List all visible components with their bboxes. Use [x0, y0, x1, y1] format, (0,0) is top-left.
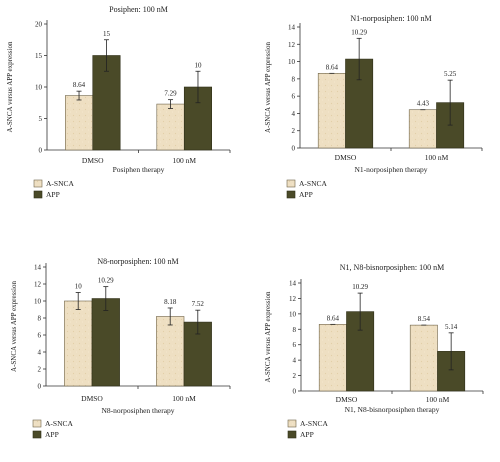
data-label: 7.52	[192, 300, 205, 308]
data-label: 10.29	[352, 283, 368, 291]
y-tick-label: 0	[39, 147, 43, 155]
chart-panel-1: Posiphen: 100 nM 0 5 10 15 20 A-SNCA versus AP…	[6, 5, 231, 199]
chart-panel-2: N1-norposiphen: 100 nM 0 2 4 6 8 10 12 14 A-SNCA …	[264, 14, 483, 199]
legend-label-a-snca: A-SNCA	[300, 419, 329, 428]
legend-swatch-a-snca	[33, 179, 43, 188]
y-tick-label: 8	[293, 326, 297, 334]
bar-a-snca-dmso	[65, 95, 94, 151]
legend-swatch-a-snca	[287, 419, 297, 428]
data-label: 5.25	[444, 70, 457, 78]
y-tick-label: 5	[39, 115, 43, 123]
y-tick-label: 4	[38, 349, 42, 357]
x-category-label: DMSO	[81, 394, 103, 403]
legend-swatch-a-snca	[32, 419, 42, 428]
y-tick-label: 15	[35, 52, 43, 60]
legend-swatch-app	[287, 430, 297, 439]
bar-a-snca-100nm	[156, 103, 185, 151]
x-axis-label: N1-norposiphen therapy	[354, 165, 427, 174]
data-label: 10	[75, 283, 83, 291]
y-tick-label: 0	[38, 383, 42, 391]
x-category-label: 100 nM	[425, 153, 449, 162]
y-axis-label: A-SNCA versus APP expression	[264, 291, 272, 382]
x-category-label: DMSO	[82, 156, 104, 165]
chart-panel-4: N1, N8-bisnorposiphen: 100 nM 0 2 4 6 8 10 12 14…	[264, 263, 484, 439]
legend-label-app: APP	[45, 430, 59, 439]
legend-label-a-snca: A-SNCA	[299, 179, 328, 188]
legend-label-app: APP	[46, 190, 60, 199]
y-tick-label: 4	[292, 110, 296, 118]
y-axis-label: A-SNCA versus APP expression	[6, 41, 14, 132]
legend-swatch-app	[33, 190, 43, 199]
legend-label-a-snca: A-SNCA	[45, 419, 74, 428]
y-tick-label: 10	[288, 58, 296, 66]
y-tick-label: 2	[292, 127, 296, 135]
data-label: 8.64	[326, 63, 339, 71]
chart-title: N1, N8-bisnorposiphen: 100 nM	[340, 263, 444, 272]
bar-a-snca-dmso	[317, 73, 346, 149]
y-tick-label: 10	[35, 84, 43, 92]
y-tick-label: 10	[289, 310, 297, 318]
y-tick-label: 8	[38, 315, 42, 323]
bar-a-snca-100nm	[156, 316, 185, 387]
legend-swatch-app	[286, 190, 296, 199]
bar-a-snca-dmso	[318, 324, 347, 392]
bar-app-dmso	[346, 311, 375, 392]
y-axis-label: A-SNCA versus APP expression	[264, 42, 272, 133]
bar-app-dmso	[91, 298, 120, 387]
x-axis-label: N1, N8-bisnorposiphen therapy	[345, 405, 440, 414]
y-axis-label: A-SNCA versus APP expression	[10, 281, 18, 372]
chart-title: N8-norposiphen: 100 nM	[97, 257, 178, 266]
y-tick-label: 8	[292, 75, 296, 83]
x-category-label: 100 nM	[172, 156, 196, 165]
x-category-label: 100 nM	[172, 394, 196, 403]
y-tick-label: 6	[293, 341, 297, 349]
y-tick-label: 10	[34, 298, 42, 306]
chart-title: N1-norposiphen: 100 nM	[350, 14, 431, 23]
x-category-label: DMSO	[335, 153, 357, 162]
y-tick-label: 2	[293, 372, 297, 380]
y-tick-label: 4	[293, 357, 297, 365]
data-label: 8.18	[164, 298, 177, 306]
y-tick-label: 0	[292, 145, 296, 153]
legend-swatch-app	[32, 430, 42, 439]
data-label: 15	[103, 30, 111, 38]
legend-label-a-snca: A-SNCA	[46, 179, 75, 188]
bar-a-snca-dmso	[64, 300, 93, 387]
y-tick-label: 6	[292, 93, 296, 101]
y-tick-label: 12	[34, 281, 42, 289]
data-label: 10	[194, 61, 202, 69]
y-tick-label: 14	[289, 280, 297, 288]
y-tick-label: 14	[288, 24, 296, 32]
data-label: 10.29	[351, 28, 367, 36]
bar-a-snca-100nm	[408, 109, 437, 149]
y-tick-label: 14	[34, 264, 42, 272]
y-tick-label: 0	[293, 388, 297, 396]
data-label: 10.29	[98, 277, 114, 285]
bar-a-snca-100nm	[409, 324, 438, 392]
data-label: 8.64	[73, 81, 86, 89]
data-label: 5.14	[445, 323, 458, 331]
legend-label-app: APP	[299, 190, 313, 199]
data-label: 8.54	[418, 315, 431, 323]
x-axis-label: N8-norposiphen therapy	[101, 406, 174, 415]
y-tick-label: 12	[288, 41, 296, 49]
x-axis-label: Posiphen therapy	[113, 165, 165, 174]
chart-title: Posiphen: 100 nM	[109, 5, 168, 14]
y-tick-label: 6	[38, 332, 42, 340]
x-category-label: DMSO	[336, 395, 358, 404]
data-label: 4.43	[417, 100, 430, 108]
data-label: 7.29	[164, 90, 177, 98]
y-tick-label: 2	[38, 366, 42, 374]
x-category-label: 100 nM	[426, 395, 450, 404]
data-label: 8.64	[327, 314, 340, 322]
chart-panel-3: N8-norposiphen: 100 nM 0 2 4 6 8 10 12 14 A-SNCA …	[10, 257, 231, 439]
legend-label-app: APP	[300, 430, 314, 439]
legend-swatch-a-snca	[286, 179, 296, 188]
y-tick-label: 20	[35, 21, 43, 29]
y-tick-label: 12	[289, 295, 297, 303]
